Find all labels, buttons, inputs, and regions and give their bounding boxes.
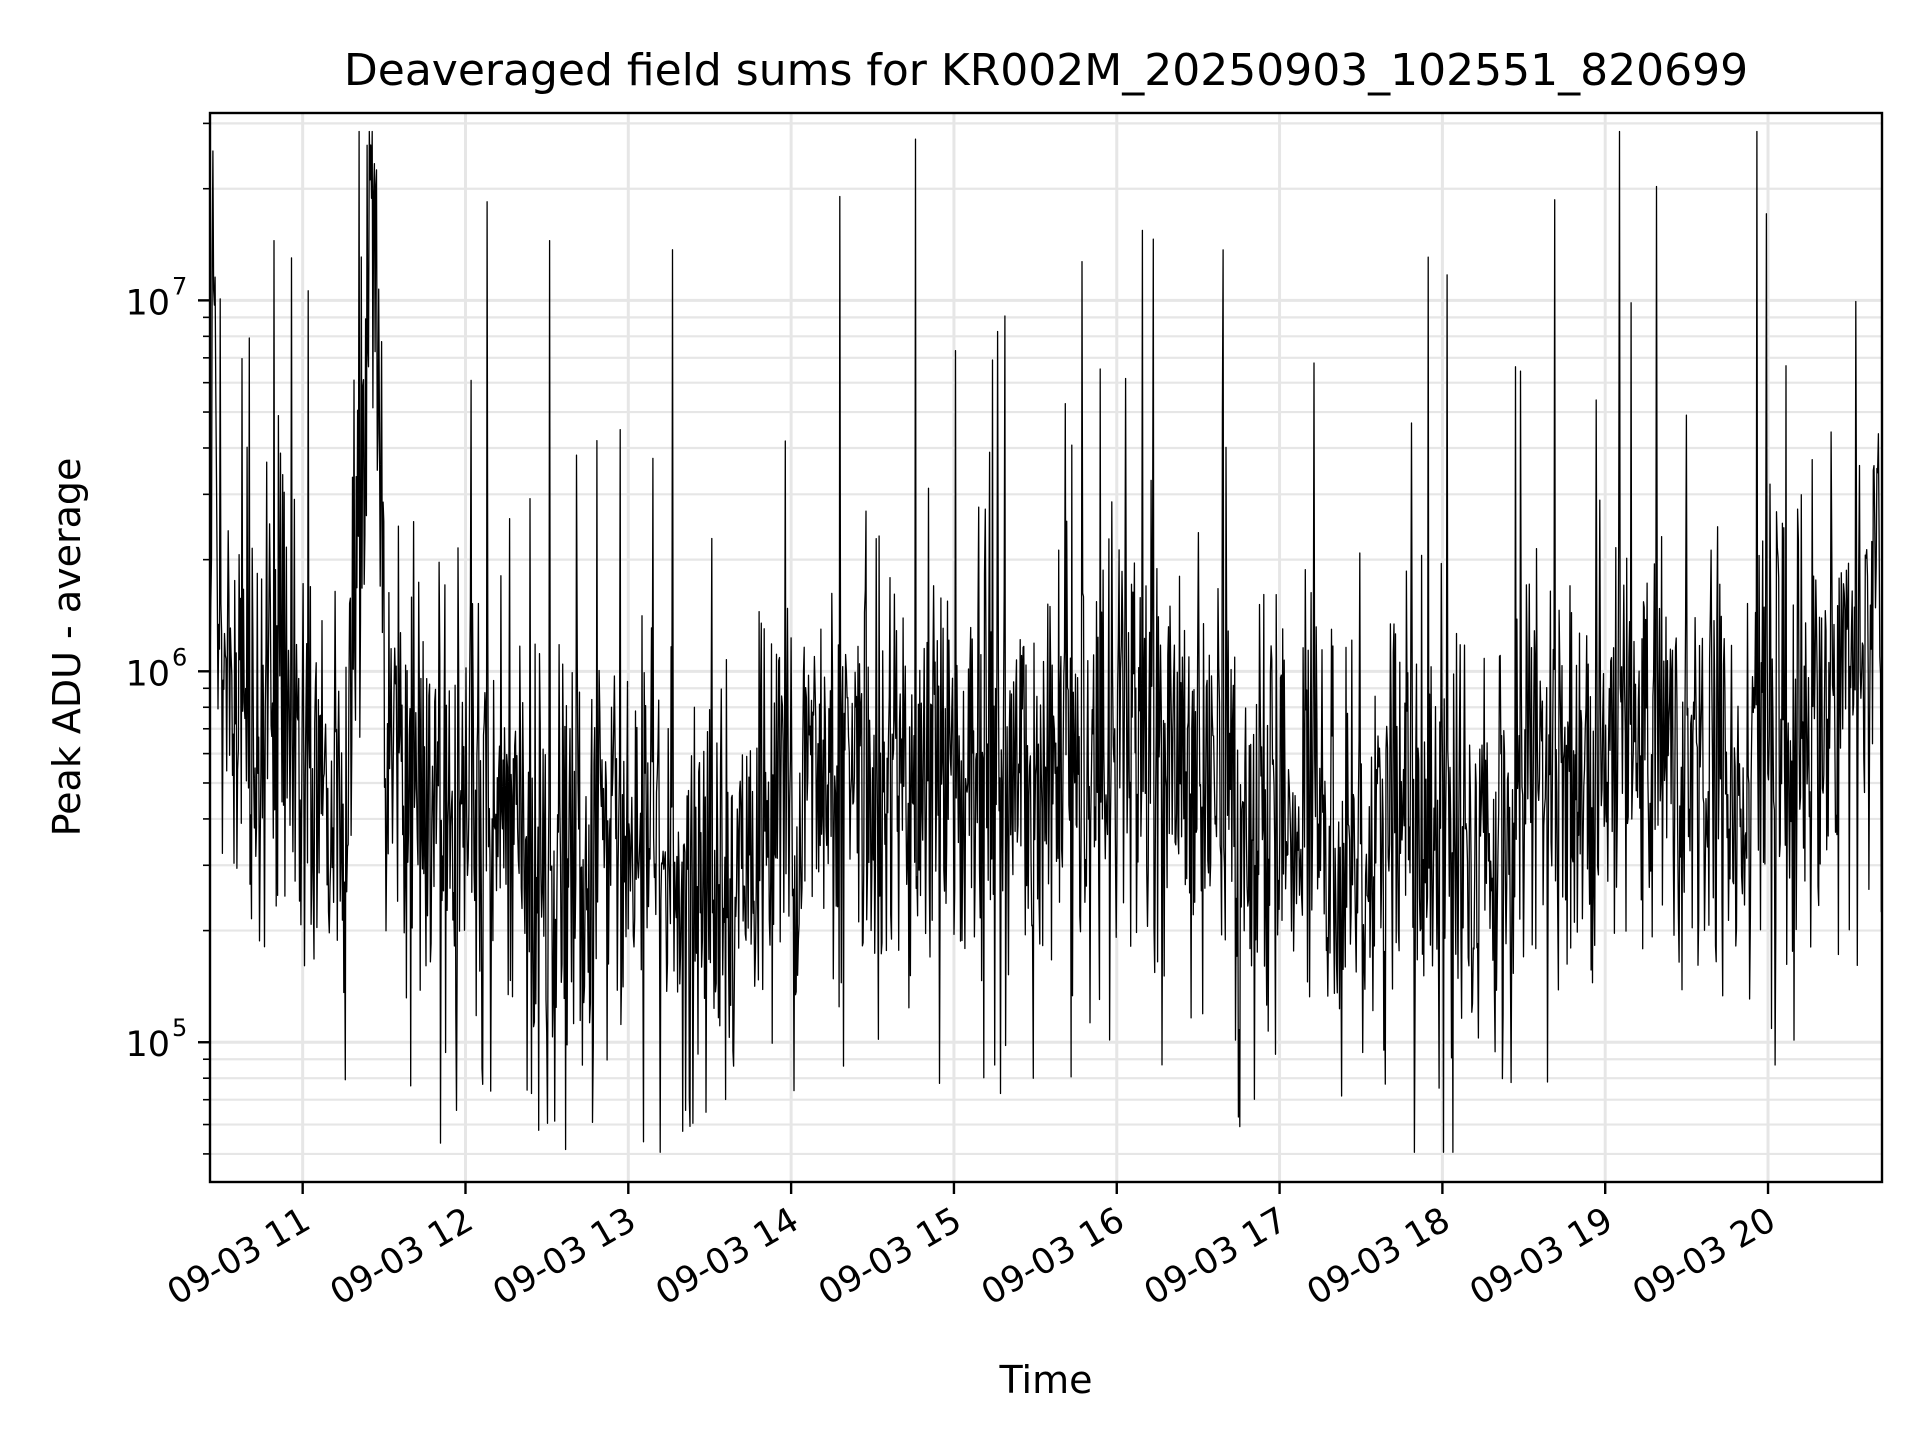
x-tick-label: 09-03 20	[1626, 1200, 1782, 1313]
x-tick-label: 09-03 13	[487, 1200, 643, 1313]
y-tick-exponent: 5	[172, 1014, 187, 1042]
series-line	[209, 130, 1883, 1153]
x-tick-label: 09-03 18	[1301, 1200, 1457, 1313]
x-tick-label: 09-03 14	[649, 1200, 805, 1313]
plot-frame	[208, 111, 1884, 1184]
chart-title: Deaveraged field sums for KR002M_2025090…	[344, 45, 1748, 96]
y-tick-exponent: 7	[172, 272, 187, 300]
y-tick-label: 10	[125, 654, 170, 694]
y-tick-label: 10	[125, 1025, 170, 1065]
x-tick-label: 09-03 17	[1138, 1200, 1294, 1313]
y-axis-label: Peak ADU - average	[45, 458, 89, 837]
x-axis-label: Time	[999, 1358, 1093, 1402]
y-tick-exponent: 6	[172, 643, 187, 671]
x-tick-label: 09-03 12	[324, 1200, 480, 1313]
x-tick-label: 09-03 19	[1463, 1200, 1619, 1313]
x-tick-label: 09-03 15	[812, 1200, 968, 1313]
x-tick-label: 09-03 11	[161, 1200, 317, 1313]
x-tick-label: 09-03 16	[975, 1200, 1131, 1313]
y-tick-label: 10	[125, 283, 170, 323]
